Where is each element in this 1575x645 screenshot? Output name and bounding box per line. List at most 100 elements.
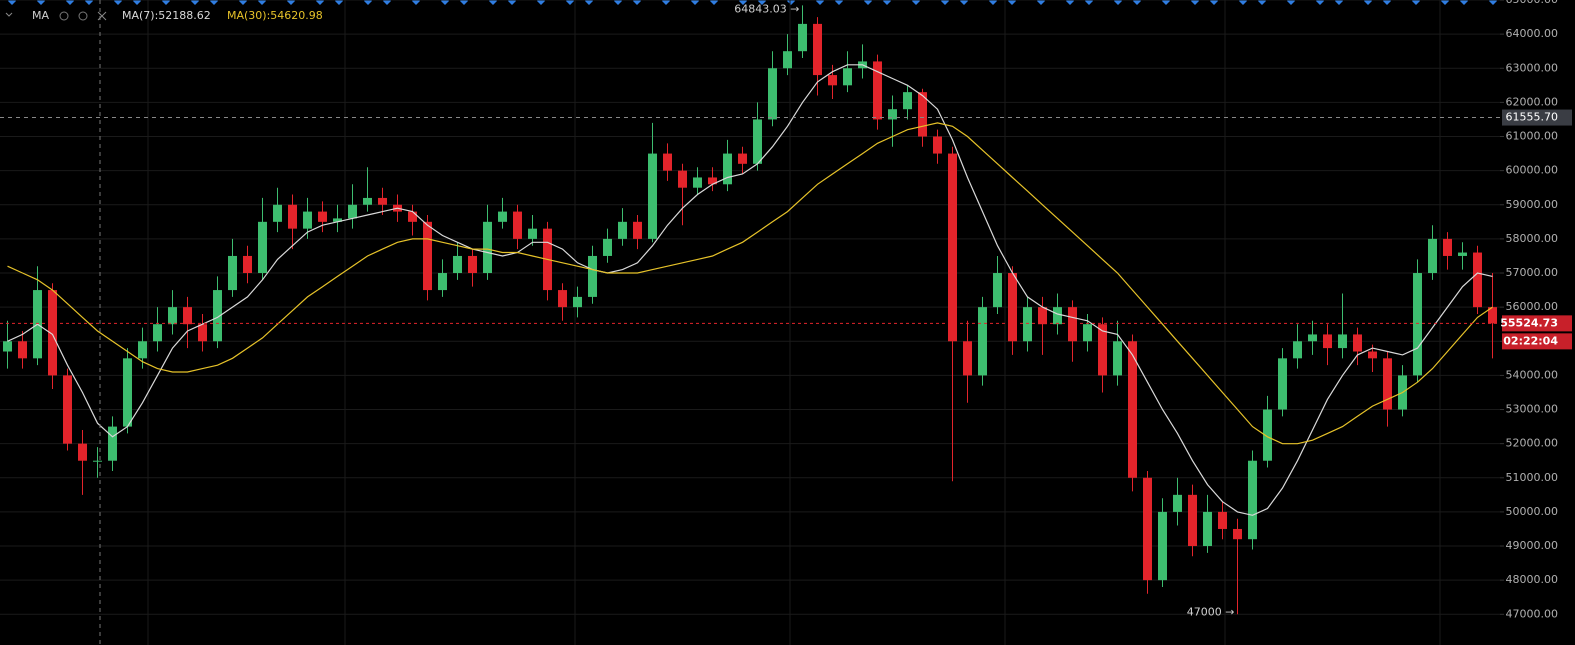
candle-body	[153, 324, 162, 342]
candle-body	[1023, 307, 1032, 342]
candle-body	[1458, 252, 1467, 256]
candle-body	[48, 290, 57, 376]
event-marker	[8, 0, 16, 5]
event-marker	[460, 0, 468, 5]
candle-body	[273, 204, 282, 222]
event-marker	[258, 0, 266, 5]
candle-body	[378, 197, 387, 205]
collapse-icon[interactable]	[5, 12, 13, 17]
y-tick-label: 52000.00	[1506, 437, 1559, 450]
event-marker	[989, 0, 997, 5]
event-marker	[162, 0, 170, 5]
candle-body	[108, 426, 117, 461]
event-marker	[710, 0, 718, 5]
candle-body	[423, 221, 432, 291]
indicator-label: MA	[32, 9, 49, 22]
candle-body	[1263, 409, 1272, 461]
candle-body	[513, 211, 522, 239]
candle-body	[1098, 324, 1107, 376]
visibility-icon[interactable]	[59, 11, 69, 21]
event-marker	[1441, 0, 1449, 5]
event-marker	[912, 0, 920, 5]
candle-body	[93, 460, 102, 462]
candle-body	[1338, 334, 1347, 349]
candle-body	[1068, 307, 1077, 342]
candle-body	[1383, 358, 1392, 410]
event-marker	[412, 0, 420, 5]
settings-icon[interactable]	[78, 11, 88, 21]
event-marker	[1085, 0, 1093, 5]
legend-ma30: MA(30):54620.98	[227, 9, 323, 22]
event-marker	[758, 0, 766, 5]
candle-body	[963, 341, 972, 376]
event-marker	[691, 0, 699, 5]
event-marker	[739, 0, 747, 5]
candle-body	[813, 23, 822, 76]
y-tick-label: 64000.00	[1506, 27, 1559, 40]
event-marker	[614, 0, 622, 5]
event-marker	[537, 0, 545, 5]
event-marker	[633, 0, 641, 5]
y-tick-label: 65000.00	[1506, 0, 1559, 6]
event-marker	[883, 0, 891, 5]
close-icon[interactable]	[97, 11, 107, 21]
ma-line	[7, 122, 1493, 445]
y-tick-label: 48000.00	[1506, 573, 1559, 586]
candle-body	[1188, 494, 1197, 547]
event-marker	[941, 0, 949, 5]
event-marker	[66, 0, 74, 5]
candle-body	[1473, 252, 1482, 308]
event-marker	[489, 0, 497, 5]
event-marker	[1066, 0, 1074, 5]
event-marker	[239, 0, 247, 5]
candle-body	[573, 296, 582, 308]
y-tick-label: 62000.00	[1506, 95, 1559, 108]
last-price-bg	[1502, 315, 1572, 332]
candle-body	[738, 153, 747, 164]
event-marker	[508, 0, 516, 5]
y-tick-label: 54000.00	[1506, 368, 1559, 381]
y-tick-label: 63000.00	[1506, 61, 1559, 74]
candle-body	[753, 119, 762, 164]
event-marker	[287, 0, 295, 5]
event-marker	[1258, 0, 1266, 5]
event-marker	[441, 0, 449, 5]
ma-line	[7, 64, 1493, 516]
candle-body	[558, 290, 567, 308]
candle-body	[348, 204, 357, 219]
legend-ma7: MA(7):52188.62	[122, 9, 211, 22]
event-marker	[1133, 0, 1141, 5]
event-marker	[1335, 0, 1343, 5]
candle-body	[498, 211, 507, 222]
candle-body	[1308, 334, 1317, 342]
y-tick-label: 59000.00	[1506, 198, 1559, 211]
event-marker	[1316, 0, 1324, 5]
candle-body	[243, 255, 252, 274]
event-marker	[835, 0, 843, 5]
candle-body	[528, 228, 537, 239]
plot: 64843.03 → 47000 →	[0, 2, 1500, 618]
last-price-label: 55524.73	[1500, 316, 1558, 329]
event-marker	[1489, 0, 1497, 5]
legend: MA MA(7):52188.62 MA(30):54620.98	[5, 9, 323, 22]
candle-body	[1293, 341, 1302, 359]
candle-body	[693, 177, 702, 188]
y-tick-label: 56000.00	[1506, 300, 1559, 313]
y-tick-label: 47000.00	[1506, 607, 1559, 620]
candle-body	[768, 68, 777, 120]
candle-body	[1203, 511, 1212, 547]
candle-body	[123, 358, 132, 427]
event-marker	[85, 0, 93, 5]
candle-body	[1083, 324, 1092, 342]
event-marker	[383, 0, 391, 5]
candle-body	[258, 221, 267, 274]
candle-body	[168, 307, 177, 325]
event-marker	[960, 0, 968, 5]
candle-body	[1113, 341, 1122, 376]
candle-body	[918, 92, 927, 137]
candle-body	[723, 153, 732, 185]
event-marker	[1460, 0, 1468, 5]
candle-body	[1353, 334, 1362, 352]
candle-body	[468, 255, 477, 274]
